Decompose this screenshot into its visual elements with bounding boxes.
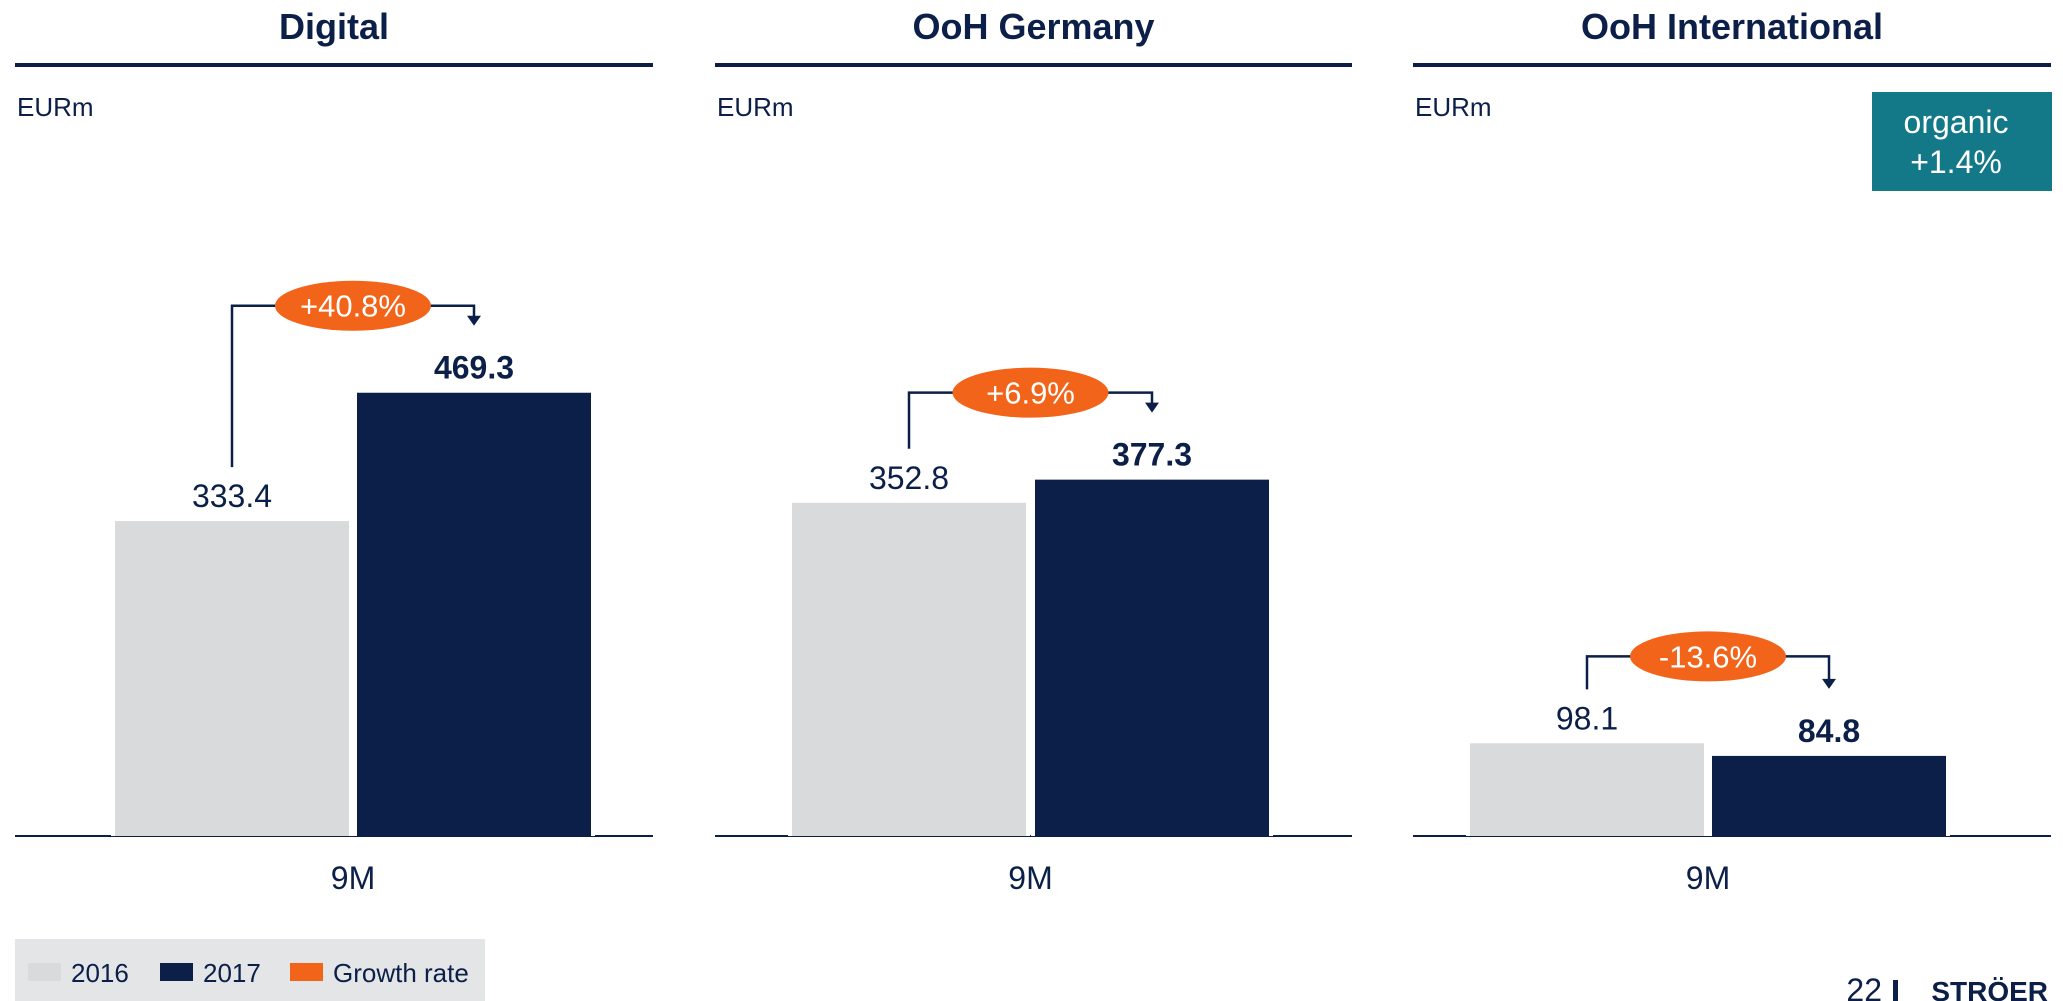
chart-panel: OoH International EURm 98.1 84.8 -13.6% 9M org…: [1413, 6, 2052, 896]
growth-rate-label: +6.9%: [986, 376, 1075, 411]
brand-logo-text: STRÖER: [1931, 976, 2048, 1001]
organic-growth-text: organic: [1904, 104, 2009, 140]
bar-2017: [1035, 479, 1269, 836]
bar-2016: [115, 521, 349, 836]
unit-label: EURm: [1415, 92, 1492, 122]
bar-2017: [1712, 755, 1946, 836]
chart-panel: OoH Germany EURm 352.8 377.3 +6.9% 9M: [715, 6, 1352, 896]
legend-swatch: [28, 963, 61, 981]
data-label-2017: 469.3: [434, 350, 514, 386]
data-label-2017: 84.8: [1798, 713, 1860, 749]
page-number: 22: [1846, 972, 1882, 1001]
organic-growth-text: +1.4%: [1910, 144, 2002, 180]
data-label-2016: 352.8: [869, 460, 949, 496]
growth-rate-label: +40.8%: [300, 289, 406, 324]
data-label-2016: 333.4: [192, 478, 272, 514]
data-label-2017: 377.3: [1112, 437, 1192, 473]
growth-arrowhead: [467, 315, 481, 326]
legend-label: 2016: [71, 958, 129, 988]
growth-rate-label: -13.6%: [1659, 639, 1757, 674]
legend-swatch: [160, 963, 193, 981]
panel-title: Digital: [279, 6, 389, 47]
chart-panel: Digital EURm 333.4 469.3 +40.8% 9M: [15, 6, 653, 896]
organic-growth-box: [1872, 92, 2052, 191]
x-tick-label: 9M: [331, 860, 375, 896]
data-label-2016: 98.1: [1556, 700, 1618, 736]
legend-background: [15, 939, 485, 1001]
bar-2016: [1470, 743, 1704, 836]
legend: 2016 2017 Growth rate: [15, 939, 485, 1001]
panel-title: OoH International: [1581, 6, 1883, 47]
bar-2016: [792, 502, 1026, 836]
footer-separator: [1893, 980, 1898, 1001]
growth-arrowhead: [1822, 678, 1836, 689]
panel-title: OoH Germany: [912, 6, 1154, 47]
bar-2017: [357, 392, 591, 836]
x-tick-label: 9M: [1686, 860, 1730, 896]
unit-label: EURm: [17, 92, 94, 122]
growth-arrowhead: [1145, 402, 1159, 413]
growth-rate-badge: [275, 280, 431, 331]
unit-label: EURm: [717, 92, 794, 122]
footer: 22 STRÖER: [1846, 972, 2048, 1001]
growth-rate-badge: [952, 367, 1109, 418]
legend-swatch: [290, 963, 323, 981]
x-tick-label: 9M: [1008, 860, 1052, 896]
legend-label: 2017: [203, 958, 261, 988]
growth-rate-badge: [1630, 631, 1786, 682]
legend-label: Growth rate: [333, 958, 469, 988]
